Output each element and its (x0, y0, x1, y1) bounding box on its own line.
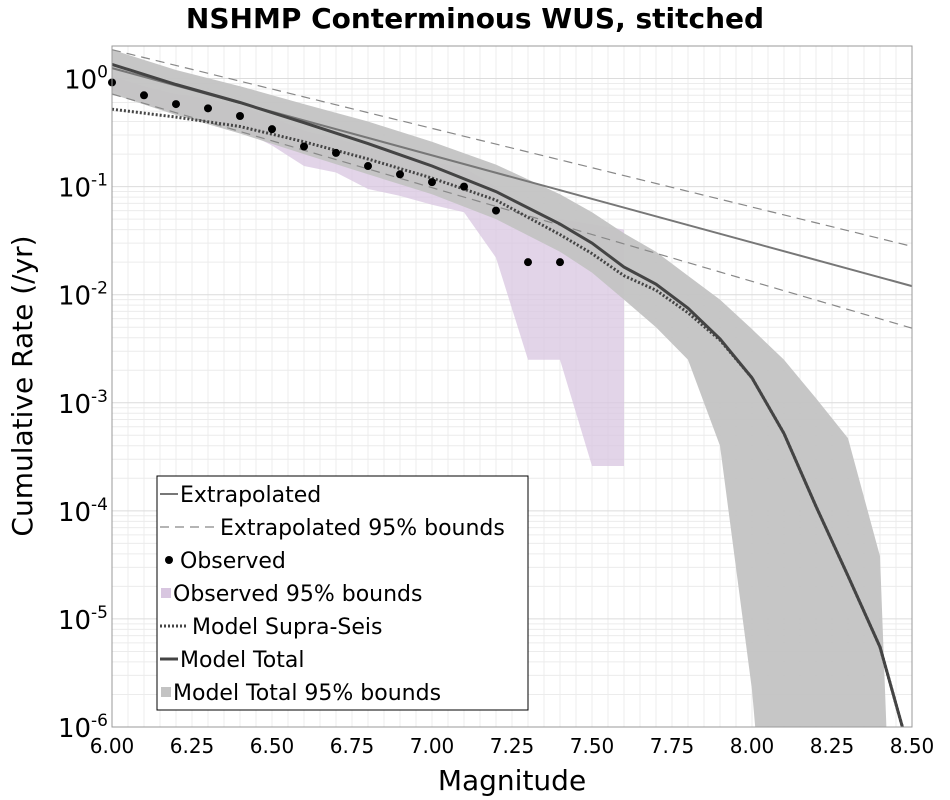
plot-frame (111, 45, 913, 728)
legend-swatch (165, 556, 173, 564)
y-axis-label: Cumulative Rate (/yr) (6, 235, 39, 536)
x-tick-label: 6.75 (330, 734, 375, 758)
bands (112, 49, 887, 727)
model-total-line (111, 62, 904, 728)
x-tick-label: 8.50 (890, 734, 935, 758)
y-tick-label: 100 (64, 63, 108, 96)
x-tick-label: 7.75 (650, 734, 695, 758)
observed-point (524, 258, 532, 267)
legend: Extrapolated Extrapolated 95% bounds Obser… (156, 475, 529, 711)
observed-point (204, 104, 212, 113)
legend-label: Observed 95% bounds (173, 582, 422, 607)
observed-point (492, 206, 500, 215)
x-tick-label: 7.25 (490, 734, 535, 758)
y-ticks: 100 10-1 10-2 10-3 10-4 10-5 10-6 (58, 63, 108, 744)
legend-label: Observed (180, 549, 286, 574)
x-tick-label: 6.25 (170, 734, 215, 758)
x-tick-label: 7.50 (570, 734, 615, 758)
x-axis-label: Magnitude (438, 764, 586, 797)
legend-swatch (161, 588, 171, 598)
x-tick-label: 6.50 (250, 734, 295, 758)
observed-point (268, 125, 276, 134)
y-tick-label: 10-5 (58, 603, 108, 636)
y-tick-label: 10-6 (58, 711, 108, 744)
legend-box (156, 475, 529, 711)
extrapolated-95-bounds-upper (111, 49, 913, 247)
y-tick-label: 10-1 (58, 171, 108, 204)
observed-point (364, 162, 372, 171)
model-total-95-bounds-band (112, 49, 887, 727)
points (108, 78, 564, 267)
observed-point (556, 258, 564, 267)
y-tick-label: 10-4 (58, 495, 108, 528)
observed-point (300, 142, 308, 151)
legend-label: Model Total 95% bounds (173, 681, 441, 706)
observed-point (140, 91, 148, 100)
legend-label: Extrapolated (180, 483, 321, 508)
legend-label: Model Supra-Seis (192, 615, 382, 640)
x-tick-label: 8.25 (810, 734, 855, 758)
x-tick-label: 8.00 (730, 734, 775, 758)
legend-label: Extrapolated 95% bounds (220, 516, 505, 541)
observed-point (236, 112, 244, 121)
y-tick-label: 10-2 (58, 279, 108, 312)
x-ticks: 6.00 6.25 6.50 6.75 7.00 7.25 7.50 7.75 8.00 8.25… (90, 734, 935, 758)
x-tick-label: 7.00 (410, 734, 455, 758)
y-tick-label: 10-3 (58, 387, 108, 420)
x-tick-label: 6.00 (90, 734, 135, 758)
legend-label: Model Total (180, 648, 304, 673)
observed-point (428, 178, 436, 187)
observed-point (460, 182, 468, 191)
legend-swatch (161, 687, 171, 697)
observed-point (396, 170, 404, 179)
lines (111, 49, 913, 728)
observed-point (332, 148, 340, 157)
chart-title: NSHMP Conterminous WUS, stitched (186, 2, 764, 35)
model-supra-seis-line (111, 107, 904, 728)
observed-point (172, 100, 180, 109)
extrapolated-95-bounds-lower (111, 93, 913, 329)
